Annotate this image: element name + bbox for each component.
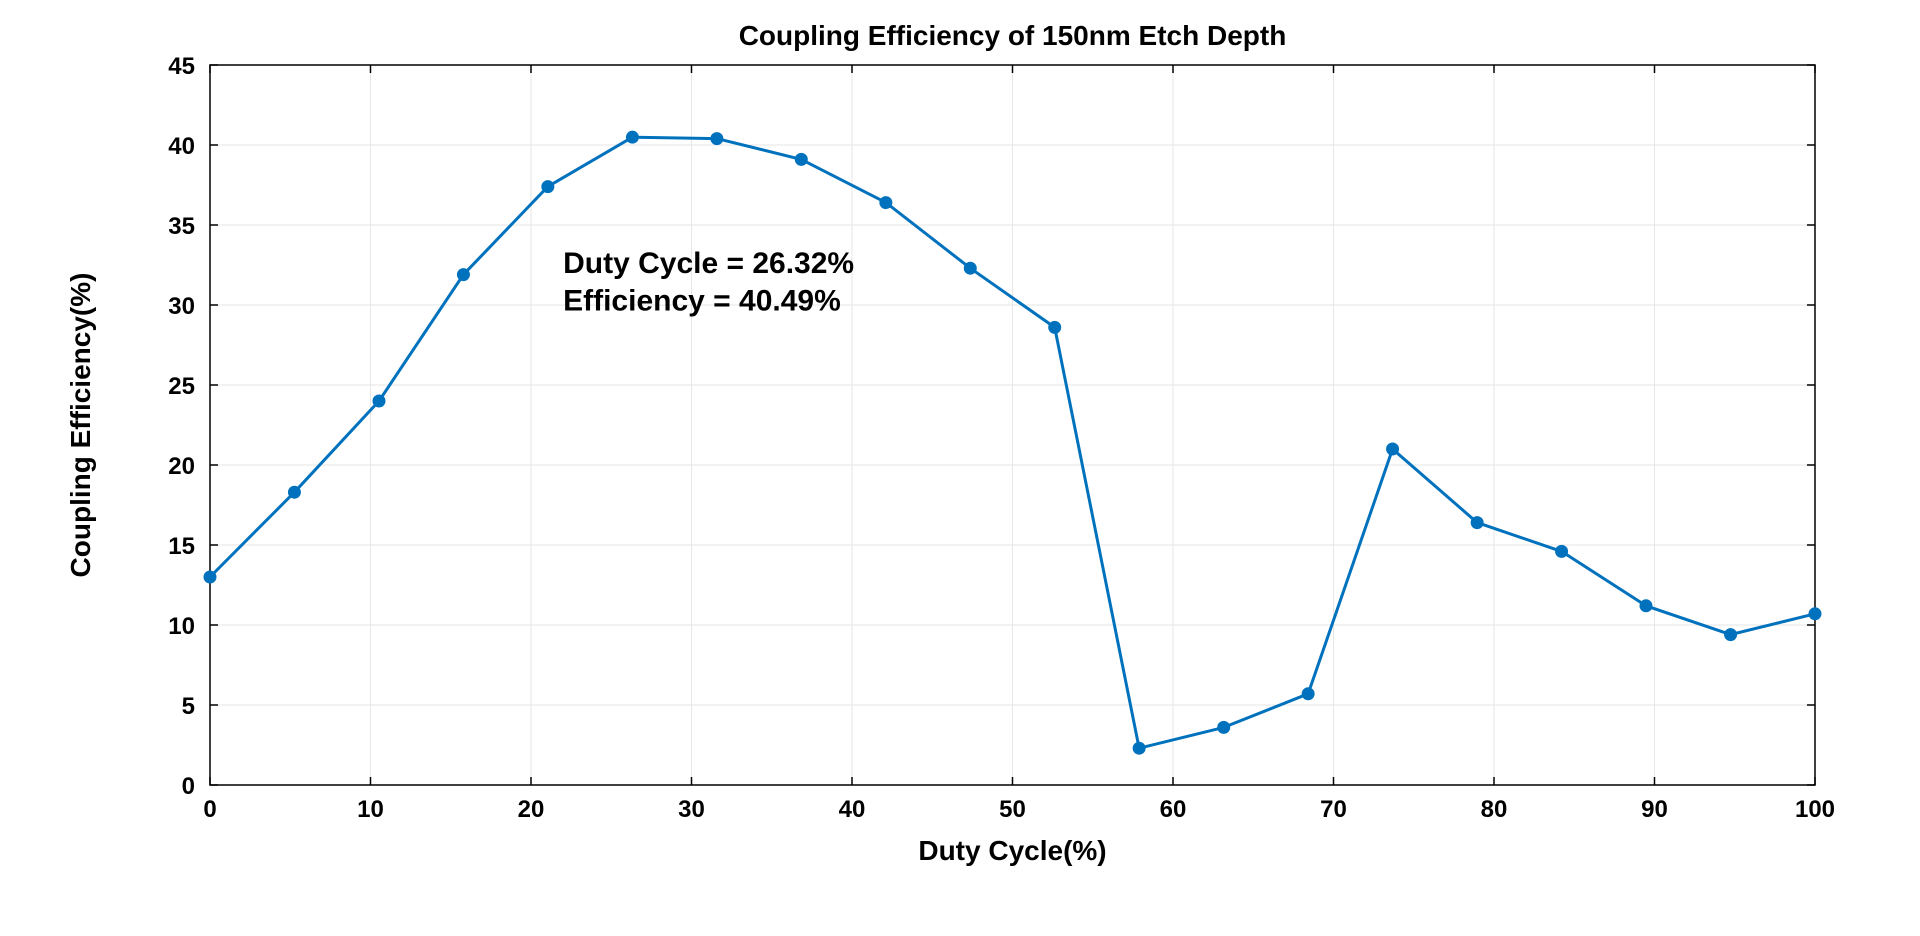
x-tick-label: 100 (1795, 796, 1835, 823)
chart-title: Coupling Efficiency of 150nm Etch Depth (739, 20, 1287, 51)
x-tick-label: 80 (1481, 796, 1508, 823)
x-axis-label: Duty Cycle(%) (918, 835, 1106, 866)
y-tick-label: 40 (168, 133, 195, 160)
x-tick-label: 60 (1160, 796, 1187, 823)
x-tick-label: 20 (518, 796, 545, 823)
y-tick-label: 20 (168, 453, 195, 480)
y-tick-label: 35 (168, 213, 195, 240)
x-tick-label: 40 (839, 796, 866, 823)
x-tick-label: 10 (357, 796, 384, 823)
annotation-line: Duty Cycle = 26.32% (563, 247, 854, 280)
y-tick-label: 25 (168, 373, 195, 400)
x-tick-label: 50 (999, 796, 1026, 823)
x-tick-label: 0 (203, 796, 216, 823)
x-tick-label: 70 (1320, 796, 1347, 823)
y-tick-label: 30 (168, 293, 195, 320)
x-tick-label: 30 (678, 796, 705, 823)
y-tick-label: 15 (168, 533, 195, 560)
y-tick-label: 45 (168, 53, 195, 80)
y-axis-label: Coupling Efficiency(%) (65, 273, 96, 578)
annotation-line: Efficiency = 40.49% (563, 285, 841, 318)
y-tick-label: 10 (168, 613, 195, 640)
chart-container: 0 10 20 30 40 50 60 70 80 90 100 0 5 10 15 20 25 30 35 40 45… (0, 0, 1920, 936)
y-tick-label: 5 (182, 693, 195, 720)
efficiency-line-chart: 0 10 20 30 40 50 60 70 80 90 100 0 5 10 15 20 25 30 35 40 45… (0, 0, 1920, 936)
y-tick-label: 0 (182, 773, 195, 800)
x-tick-label: 90 (1641, 796, 1668, 823)
